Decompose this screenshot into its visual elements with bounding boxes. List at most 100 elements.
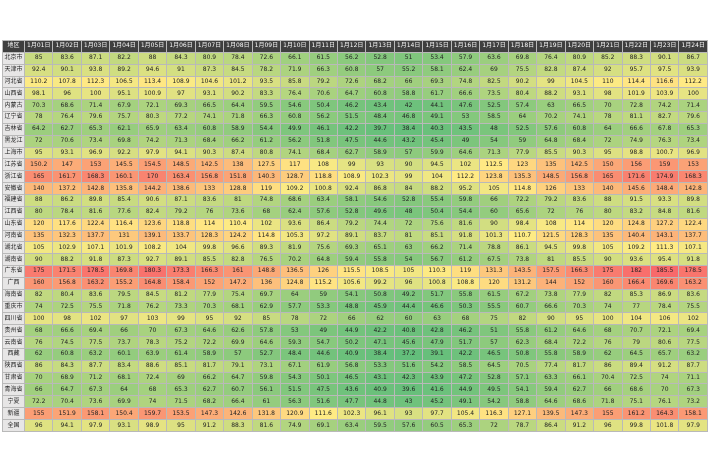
heat-cell: 135 <box>23 229 54 243</box>
heat-cell: 99 <box>536 75 566 89</box>
heat-cell: 168.3 <box>80 170 111 184</box>
heat-cell: 58.9 <box>365 146 395 160</box>
heat-cell: 50.1 <box>308 371 338 385</box>
heat-cell: 93.1 <box>52 146 82 160</box>
heat-cell: 64 <box>507 111 538 124</box>
heat-cell: 60.7 <box>223 383 253 397</box>
heat-cell: 51.7 <box>450 336 481 349</box>
heat-cell: 112.3 <box>80 75 111 89</box>
heat-cell: 76.1 <box>649 395 680 409</box>
heat-cell: 60.8 <box>52 347 82 361</box>
heat-cell: 110.3 <box>422 265 452 278</box>
heat-cell: 54.4 <box>450 205 481 219</box>
heat-cell: 64.5 <box>621 347 651 361</box>
heat-cell: 114.8 <box>251 229 282 243</box>
data-row: 西藏 62 60.8 63.2 60.1 63.9 61.4 58.9 57 52.7 48.4 44… <box>2 347 708 361</box>
heat-cell: 164.3 <box>649 407 680 420</box>
heat-cell: 70.3 <box>23 99 54 113</box>
heat-cell: 100.7 <box>649 146 680 160</box>
heat-cell: 153 <box>80 158 111 172</box>
heat-cell: 51.6 <box>393 359 424 373</box>
heat-cell: 126 <box>536 182 566 195</box>
heat-cell: 63 <box>536 99 566 113</box>
heat-cell: 87.1 <box>166 193 196 207</box>
heat-cell: 57.8 <box>251 324 282 338</box>
heat-cell: 87.4 <box>223 146 253 160</box>
heat-cell: 85.1 <box>422 229 452 243</box>
heat-cell: 40.9 <box>336 347 367 361</box>
heat-cell: 69.3 <box>166 99 196 113</box>
heat-cell: 148.5 <box>166 158 196 172</box>
heat-cell: 102 <box>80 312 111 326</box>
heat-cell: 62 <box>23 347 54 361</box>
heat-cell: 74.8 <box>251 193 282 207</box>
heat-cell: 65.9 <box>137 122 168 136</box>
column-header: 1月15日 <box>422 40 452 53</box>
heat-cell: 74.9 <box>280 419 310 432</box>
heat-cell: 82.8 <box>536 63 566 77</box>
heat-cell: 79.6 <box>678 111 708 124</box>
heat-cell: 66.2 <box>194 371 225 385</box>
heat-cell: 48 <box>393 205 424 219</box>
data-row: 广西 160 156.8 163.2 155.2 164.8 158.4 152 147.2 13… <box>2 276 708 290</box>
heat-cell: 44.9 <box>336 324 367 338</box>
heat-cell: 73.4 <box>80 134 111 148</box>
heat-cell: 83.6 <box>564 193 595 207</box>
row-label: 全国 <box>2 419 25 432</box>
row-label: 北京市 <box>2 51 25 65</box>
row-label: 青海省 <box>2 383 25 397</box>
heat-cell: 43.2 <box>393 134 424 148</box>
heat-cell: 93.5 <box>251 75 282 89</box>
heat-cell: 163.4 <box>166 170 196 184</box>
heat-cell: 135.8 <box>109 182 139 195</box>
heat-cell: 133 <box>564 182 595 195</box>
heat-cell: 86.2 <box>52 193 82 207</box>
heat-cell: 72 <box>479 419 509 432</box>
heat-cell: 49 <box>308 324 338 338</box>
heat-cell: 88.3 <box>621 51 651 65</box>
heat-cell: 96.1 <box>365 407 395 420</box>
heat-cell: 54 <box>393 253 424 267</box>
heat-cell: 43 <box>393 395 424 409</box>
heat-cell: 73.5 <box>479 87 509 101</box>
heat-cell: 66 <box>23 383 54 397</box>
heat-cell: 96.9 <box>80 146 111 160</box>
heat-cell: 165 <box>23 170 54 184</box>
heat-cell: 87.7 <box>80 359 111 373</box>
heat-cell: 84.3 <box>52 359 82 373</box>
row-label: 新疆 <box>2 407 25 420</box>
heat-cell: 112.2 <box>678 75 708 89</box>
heat-cell: 95.1 <box>109 87 139 101</box>
heat-cell: 41.6 <box>422 383 452 397</box>
heat-cell: 102.9 <box>52 241 82 255</box>
heat-cell: 148.5 <box>536 170 566 184</box>
heat-cell: 147.3 <box>564 407 595 420</box>
heat-cell: 53 <box>280 324 310 338</box>
heat-cell: 64.7 <box>52 383 82 397</box>
heat-cell: 79.2 <box>336 217 367 231</box>
heat-cell: 62.1 <box>109 122 139 136</box>
heat-cell: 66.3 <box>308 63 338 77</box>
heat-cell: 39.7 <box>365 122 395 136</box>
heat-cell: 68.6 <box>280 193 310 207</box>
data-row: 黑龙江 72 70.6 73.4 69.8 74.2 71.3 68.4 66.2 61.2 56.… <box>2 134 708 148</box>
heat-cell: 47.1 <box>365 336 395 349</box>
heat-cell: 150.4 <box>109 407 139 420</box>
heat-cell: 42.2 <box>450 347 481 361</box>
column-header: 地区 <box>2 40 25 53</box>
heat-cell: 92 <box>593 63 623 77</box>
heat-cell: 90 <box>23 253 54 267</box>
heat-cell: 180.3 <box>137 265 168 278</box>
heat-cell: 66.6 <box>52 324 82 338</box>
heat-cell: 81.7 <box>194 359 225 373</box>
heat-cell: 161.7 <box>52 170 82 184</box>
heat-cell: 88.3 <box>223 419 253 432</box>
heat-cell: 64 <box>593 122 623 136</box>
heat-cell: 91 <box>166 63 196 77</box>
heat-cell: 74.2 <box>137 134 168 148</box>
column-header: 1月22日 <box>621 40 651 53</box>
heat-cell: 69.3 <box>422 75 452 89</box>
heat-cell: 70.5 <box>507 359 538 373</box>
heat-cell: 66.6 <box>621 122 651 136</box>
heat-cell: 90 <box>393 158 424 172</box>
